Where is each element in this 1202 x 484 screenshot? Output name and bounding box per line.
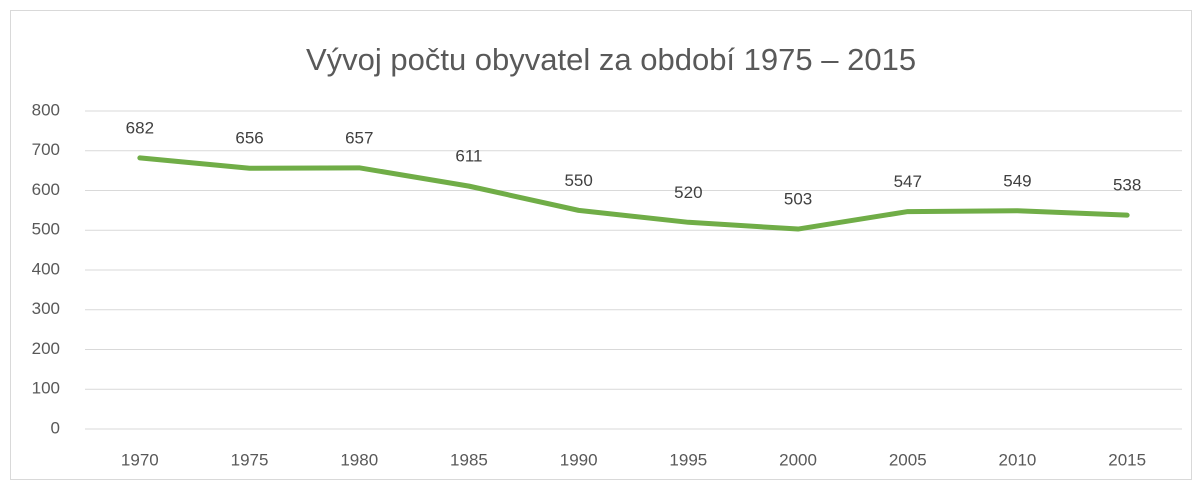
y-tick-label: 500 xyxy=(32,220,60,239)
x-tick-label: 2005 xyxy=(889,450,927,469)
x-tick-label: 2010 xyxy=(999,450,1037,469)
x-tick-label: 2000 xyxy=(779,450,817,469)
data-label: 682 xyxy=(126,118,154,137)
series-line xyxy=(137,155,1130,232)
y-tick-label: 800 xyxy=(32,100,60,119)
chart-border xyxy=(10,10,1192,480)
x-tick-label: 1975 xyxy=(231,450,269,469)
y-tick-label: 100 xyxy=(32,379,60,398)
y-tick-label: 300 xyxy=(32,299,60,318)
data-label: 547 xyxy=(894,172,922,191)
x-tick-label: 1970 xyxy=(121,450,159,469)
x-tick-label: 1980 xyxy=(340,450,378,469)
y-tick-label: 0 xyxy=(51,418,60,437)
data-label: 549 xyxy=(1003,171,1031,190)
y-tick-label: 700 xyxy=(32,140,60,159)
y-tick-label: 600 xyxy=(32,180,60,199)
data-label: 520 xyxy=(674,183,702,202)
x-tick-label: 1995 xyxy=(669,450,707,469)
x-tick-label: 1990 xyxy=(560,450,598,469)
data-label: 656 xyxy=(235,129,263,148)
y-tick-label: 400 xyxy=(32,259,60,278)
x-tick-label: 1985 xyxy=(450,450,488,469)
data-label: 657 xyxy=(345,128,373,147)
chart-title: Vývoj počtu obyvatel za období 1975 – 20… xyxy=(306,42,916,77)
data-label: 538 xyxy=(1113,176,1141,195)
data-label: 503 xyxy=(784,190,812,209)
data-label: 611 xyxy=(455,147,482,166)
data-label: 550 xyxy=(564,171,592,190)
y-tick-label: 200 xyxy=(32,339,60,358)
x-tick-label: 2015 xyxy=(1108,450,1146,469)
